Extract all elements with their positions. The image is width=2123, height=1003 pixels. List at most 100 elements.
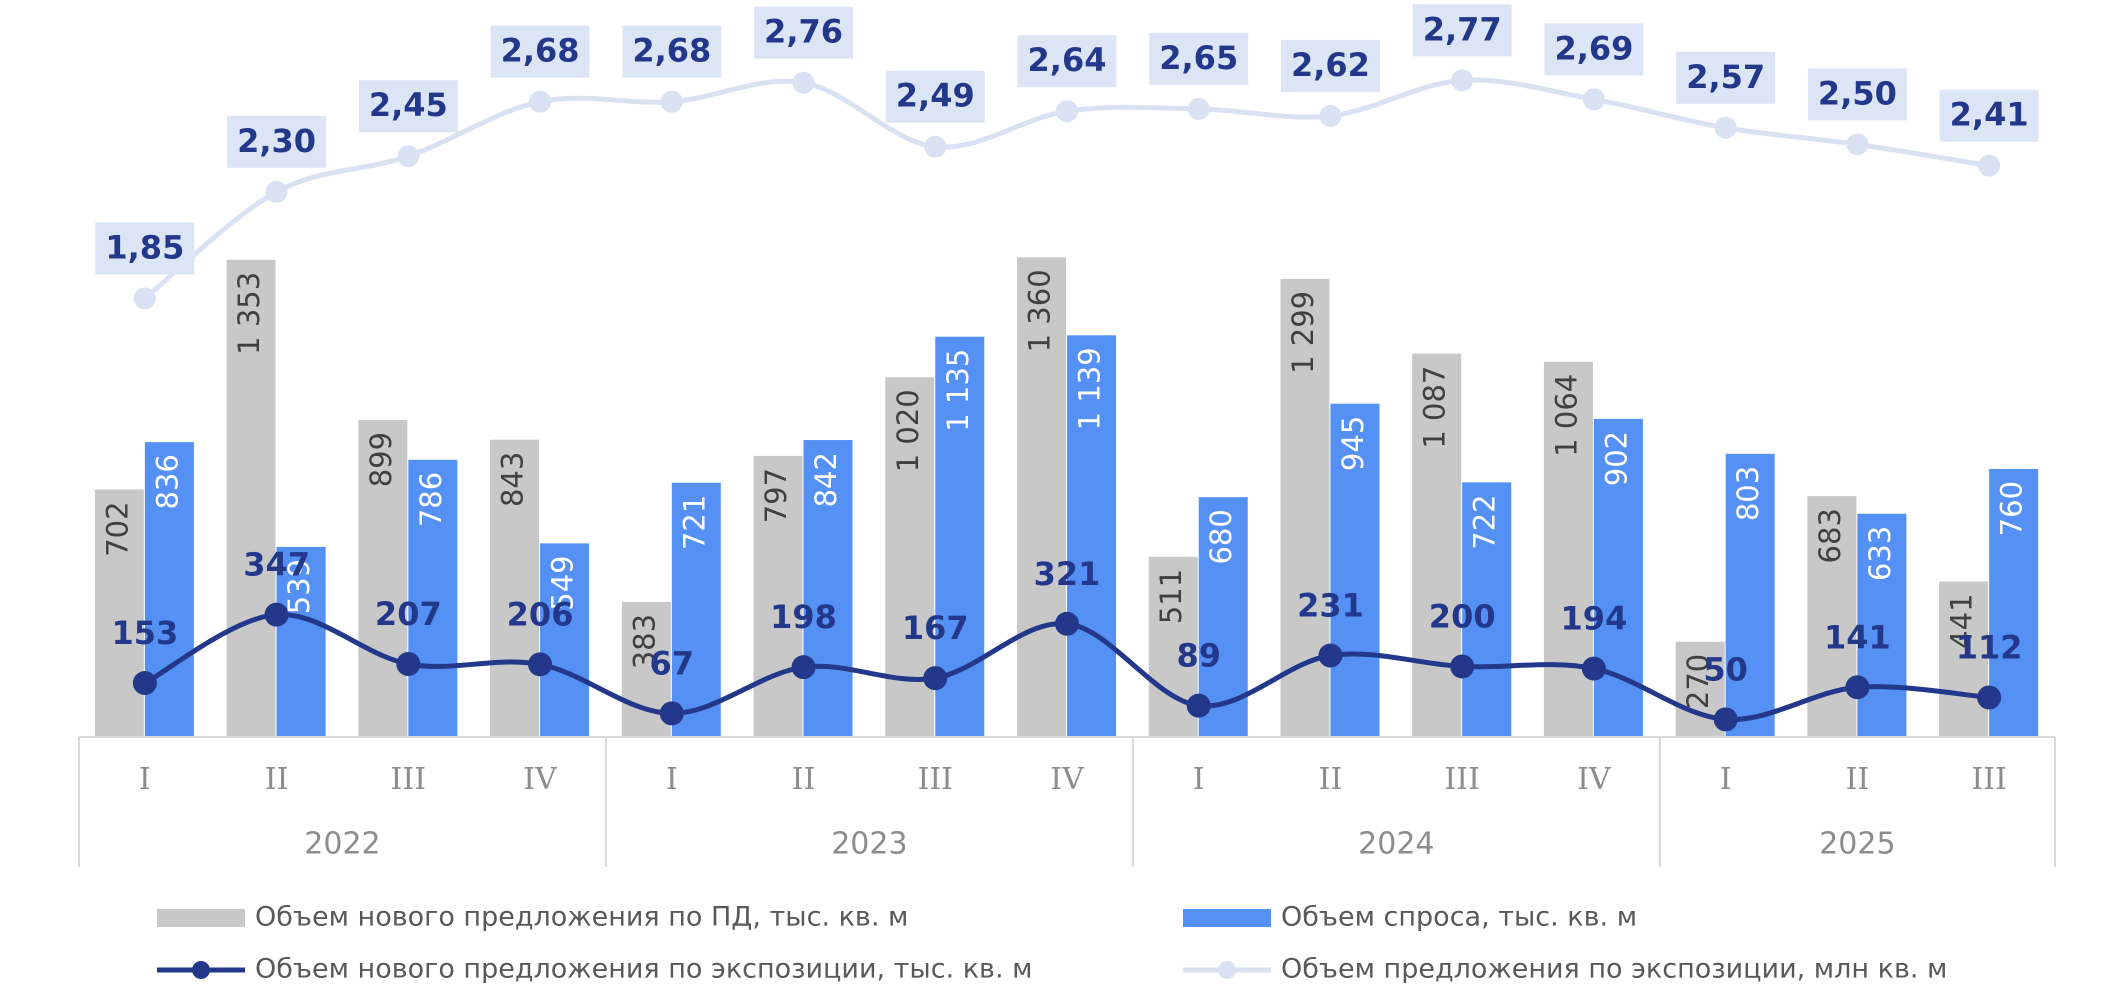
group-label: 2022 bbox=[304, 827, 380, 862]
bar bbox=[671, 482, 721, 737]
x-tick-label: III bbox=[917, 762, 953, 797]
label-background bbox=[1544, 23, 1644, 76]
value-label-box: 2,68 bbox=[622, 25, 722, 78]
bar-value-label: 899 bbox=[364, 432, 398, 487]
x-tick-label: I bbox=[666, 762, 678, 797]
line-point bbox=[1713, 707, 1738, 732]
line-point bbox=[1846, 133, 1869, 156]
bar-value-label: 843 bbox=[496, 452, 530, 507]
label-background bbox=[885, 70, 985, 123]
bar-value-label: 1 135 bbox=[941, 349, 975, 432]
value-label-box: 2,69 bbox=[1544, 23, 1644, 76]
x-tick-label: I bbox=[1720, 762, 1732, 797]
bar bbox=[358, 419, 408, 737]
value-label-box: 2,77 bbox=[1412, 4, 1512, 57]
line-value-label: 2,68 bbox=[632, 32, 711, 70]
line-value-label: 2,62 bbox=[1291, 46, 1370, 84]
line-value-label: 2,65 bbox=[1159, 39, 1238, 77]
value-label-box: 2,64 bbox=[1017, 35, 1117, 88]
line-value-label: 2,76 bbox=[764, 13, 843, 51]
line-value-label: 2,77 bbox=[1423, 10, 1502, 48]
line-point bbox=[660, 90, 683, 113]
bar bbox=[1939, 581, 1989, 737]
line-value-label: 200 bbox=[1429, 597, 1496, 635]
bar-value-label: 680 bbox=[1204, 509, 1238, 564]
legend-marker bbox=[1218, 961, 1236, 979]
legend-label: Объем нового предложения по ПД, тыс. кв.… bbox=[255, 902, 908, 933]
line-point bbox=[1056, 100, 1078, 123]
line-point bbox=[1319, 104, 1342, 127]
bar-value-label: 836 bbox=[150, 454, 184, 509]
label-background bbox=[490, 25, 590, 78]
line-value-label: 2,69 bbox=[1554, 29, 1633, 67]
group-label: 2025 bbox=[1819, 827, 1895, 862]
value-label-box: 2,49 bbox=[885, 70, 985, 123]
line-value-label: 194 bbox=[1561, 600, 1628, 638]
x-tick-label: II bbox=[265, 762, 289, 797]
line-value-label: 207 bbox=[375, 595, 442, 633]
line-point bbox=[396, 651, 421, 676]
bar-value-label: 1 087 bbox=[1418, 366, 1452, 449]
group-label: 2023 bbox=[831, 827, 907, 862]
x-tick-label: II bbox=[1846, 762, 1870, 797]
x-tick-label: II bbox=[1319, 762, 1343, 797]
line-value-label: 2,57 bbox=[1686, 58, 1765, 96]
line-point bbox=[1582, 88, 1605, 111]
line-value-label: 1,85 bbox=[105, 228, 184, 266]
bar bbox=[1017, 257, 1066, 737]
bar-value-label: 842 bbox=[809, 452, 843, 507]
bar-value-label: 721 bbox=[677, 495, 711, 550]
x-tick-label: III bbox=[1971, 762, 2007, 797]
label-background bbox=[622, 25, 722, 78]
line-value-label: 50 bbox=[1703, 650, 1748, 688]
line-value-label: 2,30 bbox=[237, 122, 316, 160]
label-background bbox=[95, 222, 195, 275]
line-value-label: 198 bbox=[770, 598, 837, 636]
line-point bbox=[791, 655, 816, 680]
bar-value-label: 803 bbox=[1731, 466, 1765, 521]
legend-label: Объем нового предложения по экспозиции, … bbox=[255, 954, 1033, 985]
line-value-label: 141 bbox=[1824, 618, 1891, 656]
value-label-box: 2,30 bbox=[227, 115, 327, 168]
legend-label: Объем спроса, тыс. кв. м bbox=[1281, 902, 1637, 933]
label-background bbox=[227, 115, 327, 168]
line-value-label: 89 bbox=[1176, 637, 1221, 675]
bar bbox=[226, 259, 276, 737]
line-point bbox=[659, 701, 684, 726]
bar-value-label: 945 bbox=[1336, 416, 1370, 471]
line-point bbox=[1978, 154, 2001, 177]
value-label-box: 2,45 bbox=[358, 80, 458, 133]
bar bbox=[1462, 482, 1512, 737]
line-value-label: 206 bbox=[507, 595, 574, 633]
label-background bbox=[358, 80, 458, 133]
x-tick-label: I bbox=[1193, 762, 1205, 797]
line-point bbox=[133, 287, 156, 310]
line-point bbox=[1451, 69, 1474, 92]
legend-swatch bbox=[157, 909, 245, 927]
label-background bbox=[1412, 4, 1512, 57]
value-label-box: 2,68 bbox=[490, 25, 590, 78]
label-background bbox=[1807, 68, 1907, 121]
bar bbox=[1330, 403, 1380, 737]
line-value-label: 2,49 bbox=[896, 77, 975, 115]
value-label-box: 2,62 bbox=[1280, 39, 1380, 92]
bar-value-label: 383 bbox=[627, 614, 661, 669]
bar-value-label: 1 299 bbox=[1286, 291, 1320, 374]
bar bbox=[803, 440, 853, 737]
bar-value-label: 549 bbox=[546, 555, 580, 610]
bar-value-label: 1 139 bbox=[1073, 347, 1107, 430]
line-point bbox=[1977, 685, 2002, 710]
line-value-label: 2,64 bbox=[1028, 41, 1107, 79]
line-point bbox=[264, 602, 289, 627]
line-value-label: 2,45 bbox=[369, 86, 448, 124]
label-background bbox=[1939, 89, 2039, 142]
line-point bbox=[528, 652, 553, 677]
bar-value-label: 1 064 bbox=[1549, 374, 1583, 457]
bar-value-label: 441 bbox=[1945, 593, 1979, 648]
bar-value-label: 797 bbox=[759, 468, 793, 523]
line-value-label: 2,41 bbox=[1950, 96, 2029, 134]
value-label-box: 2,57 bbox=[1676, 51, 1776, 104]
line-value-label: 167 bbox=[902, 609, 969, 647]
bar bbox=[753, 455, 803, 737]
label-background bbox=[1676, 51, 1776, 104]
